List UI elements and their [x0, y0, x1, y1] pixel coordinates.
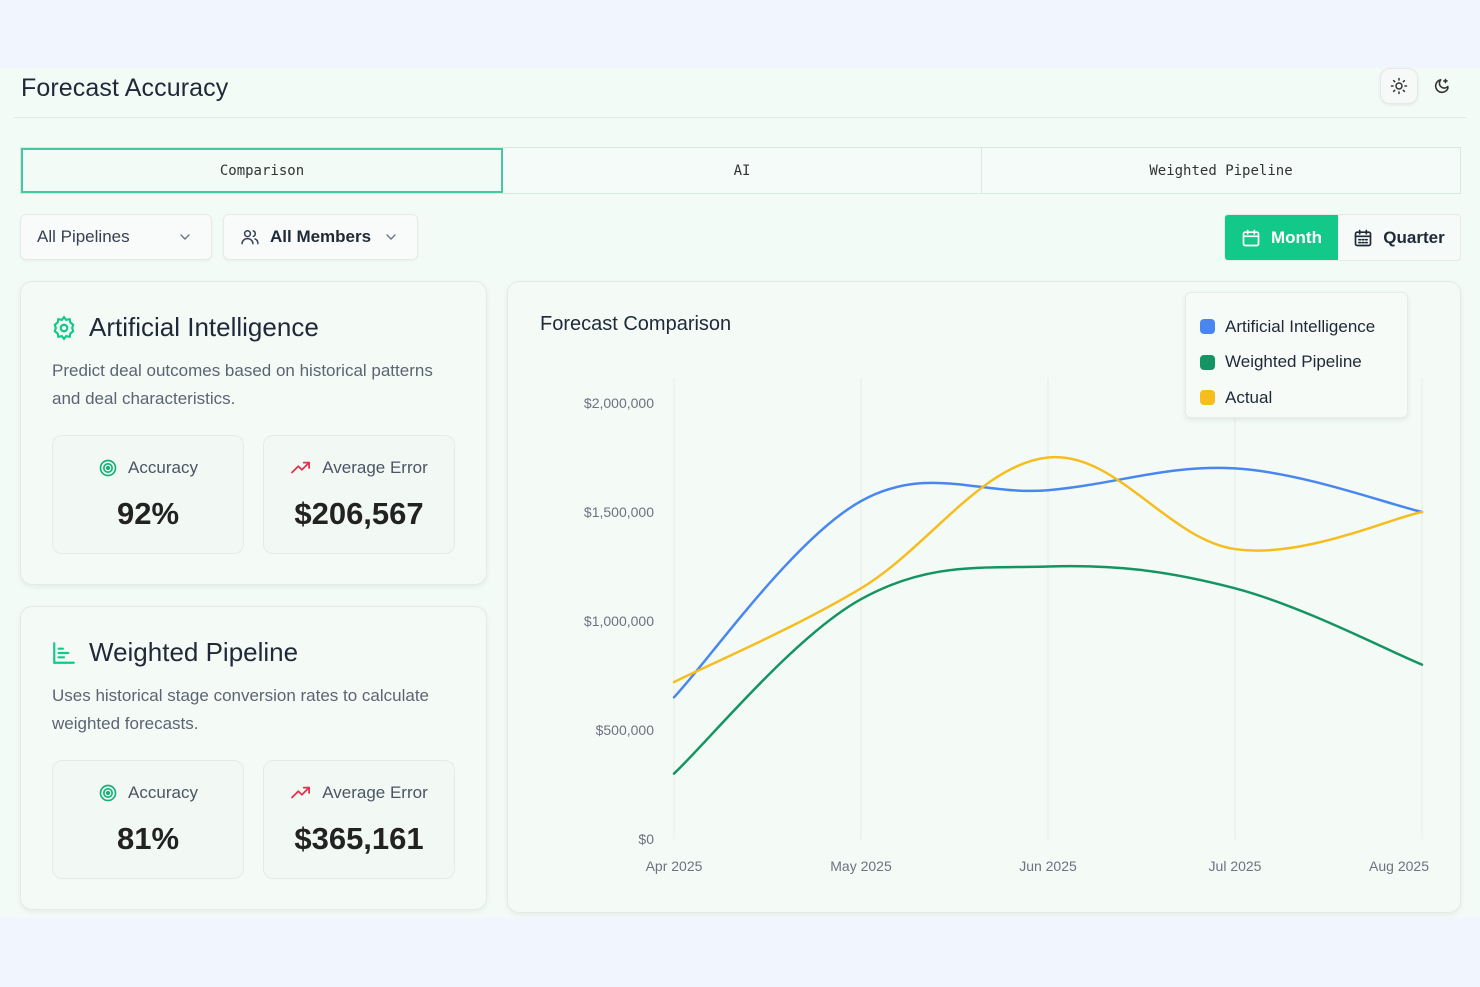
chart-title: Forecast Comparison — [540, 313, 732, 335]
members-select-value: All Members — [270, 227, 372, 246]
series-line-weighted-pipeline — [672, 564, 1424, 775]
header: Forecast Accuracy — [14, 68, 1466, 118]
moon-icon — [1434, 78, 1449, 93]
ai-accuracy-metric: Accuracy 92% — [52, 435, 244, 554]
chevron-down-icon — [386, 234, 396, 240]
series-line-artificial-intelligence — [672, 466, 1424, 699]
ai-accuracy-label: Accuracy — [128, 458, 198, 477]
ai-error-value: $206,567 — [294, 496, 424, 531]
legend-label: Actual — [1225, 387, 1273, 407]
x-tick-label: Jun 2025 — [1019, 858, 1077, 874]
wp-card-description: Uses historical stage conversion rates t… — [52, 686, 430, 733]
forecast-comparison-chart: $0 $500,000 $1,000,000 $1,500,000 $2,000,000… — [584, 378, 1429, 874]
wp-card-header: Weighted Pipeline — [51, 637, 298, 668]
weighted-pipeline-method-card: Weighted Pipeline Uses historical stage … — [20, 606, 487, 910]
chevron-down-icon — [180, 234, 190, 240]
x-tick-label: Aug 2025 — [1369, 858, 1429, 874]
wp-accuracy-metric: Accuracy 81% — [52, 760, 244, 879]
x-tick-label: Apr 2025 — [646, 858, 703, 874]
pipeline-select[interactable]: All Pipelines — [20, 214, 212, 260]
legend-label: Artificial Intelligence — [1225, 316, 1376, 336]
legend-label: Weighted Pipeline — [1225, 352, 1362, 372]
users-icon — [241, 230, 259, 245]
wp-average-error-metric: Average Error $365,161 — [263, 760, 455, 879]
light-theme-button[interactable] — [1380, 68, 1418, 104]
ai-average-error-metric: Average Error $206,567 — [263, 435, 455, 554]
ai-card-title: Artificial Intelligence — [89, 312, 319, 342]
legend-item[interactable]: Artificial Intelligence — [1200, 309, 1407, 345]
legend-item[interactable]: Weighted Pipeline — [1200, 345, 1407, 381]
brain-chip-icon — [53, 314, 75, 341]
legend-swatch — [1200, 319, 1215, 335]
app-frame: Forecast Accuracy Comparison AI Weighted… — [0, 68, 1480, 918]
bar-chart-icon — [53, 641, 75, 664]
quarter-label: Quarter — [1383, 227, 1445, 247]
y-tick-label: $1,000,000 — [584, 613, 654, 629]
month-label: Month — [1271, 227, 1322, 247]
wp-error-label: Average Error — [322, 783, 428, 802]
tab-ai[interactable]: AI — [503, 148, 982, 193]
ai-method-card: Artificial Intelligence Predict deal out… — [20, 281, 487, 585]
period-toggle: Month Quarter — [1224, 214, 1461, 261]
pipeline-select-value: All Pipelines — [37, 227, 130, 246]
ai-card-description: Predict deal outcomes based on historica… — [52, 361, 433, 408]
y-tick-label: $1,500,000 — [584, 504, 654, 520]
tab-comparison[interactable]: Comparison — [21, 148, 503, 193]
x-tick-label: May 2025 — [830, 858, 892, 874]
y-tick-label: $500,000 — [596, 722, 655, 738]
sun-icon — [1390, 77, 1408, 95]
tab-weighted-pipeline[interactable]: Weighted Pipeline — [1149, 162, 1293, 179]
quarter-button[interactable]: Quarter — [1338, 215, 1460, 260]
chart-legend: Artificial Intelligence Weighted Pipeline… — [1185, 292, 1408, 418]
target-icon — [99, 459, 117, 477]
legend-swatch — [1200, 354, 1215, 370]
wp-card-title: Weighted Pipeline — [89, 637, 299, 667]
trending-up-icon — [291, 786, 311, 799]
x-tick-label: Jul 2025 — [1209, 858, 1262, 874]
wp-accuracy-label: Accuracy — [128, 783, 198, 802]
y-tick-label: $0 — [638, 831, 654, 847]
ai-error-label: Average Error — [322, 458, 428, 477]
y-tick-label: $2,000,000 — [584, 395, 654, 411]
legend-item[interactable]: Actual — [1200, 380, 1407, 416]
trending-up-icon — [291, 461, 311, 474]
view-tabs: Comparison AI Weighted Pipeline — [20, 147, 1461, 194]
ai-card-header: Artificial Intelligence — [51, 312, 319, 343]
month-button[interactable]: Month — [1225, 215, 1338, 260]
calendar-icon — [1242, 229, 1260, 246]
calendar-grid-icon — [1354, 229, 1372, 246]
ai-accuracy-value: 92% — [116, 496, 180, 531]
forecast-comparison-card: $0 $500,000 $1,000,000 $1,500,000 $2,000,000… — [507, 281, 1461, 913]
wp-accuracy-value: 81% — [116, 821, 180, 856]
series-line-actual — [672, 456, 1424, 684]
target-icon — [99, 784, 117, 802]
wp-error-value: $365,161 — [294, 821, 424, 856]
page-title: Forecast Accuracy — [21, 74, 229, 102]
legend-swatch — [1200, 390, 1215, 406]
dark-theme-button[interactable] — [1422, 68, 1460, 104]
members-select[interactable]: All Members — [223, 214, 418, 260]
